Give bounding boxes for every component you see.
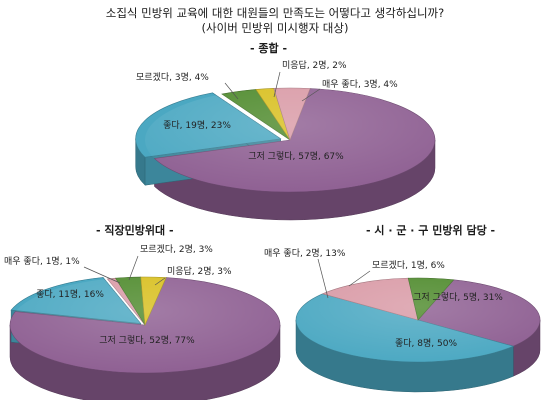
data-label-neutral: 그저 그렇다, 52명, 77% — [99, 335, 195, 346]
pie-chart-0: 그저 그렇다, 57명, 67% 좋다, 19명, 23% 모르겠다, 3명, 4%… — [135, 59, 436, 221]
data-label-no-answer: 미응답, 2명, 3% — [167, 265, 232, 277]
leader-line — [317, 258, 329, 299]
chart-title-workplace: - 직장민방위대 - — [96, 224, 174, 237]
chart-title-total: - 종합 - — [250, 42, 288, 55]
leader-line — [224, 82, 239, 100]
leader-line — [128, 255, 139, 281]
chart-title-local: - 시 · 군 · 구 민방위 담당 - — [366, 224, 496, 237]
leader-line — [348, 270, 371, 287]
page-subtitle: (사이버 민방위 미시행자 대상) — [201, 21, 349, 35]
data-label-neutral: 그저 그렇다, 5명, 31% — [413, 292, 503, 303]
data-label-good: 좋다, 19명, 23% — [163, 120, 231, 131]
data-label-good: 좋다, 11명, 16% — [36, 289, 104, 300]
data-label-dont-know: 모르겠다, 2명, 3% — [140, 244, 213, 255]
pie-chart-1: 그저 그렇다, 52명, 77% 좋다, 11명, 16% 매우 좋다, 1명, 1… — [4, 244, 281, 400]
leader-line — [154, 277, 166, 286]
pie-chart-2: 그저 그렇다, 5명, 31% 좋다, 8명, 50% 매우 좋다, 2명, 13%… — [264, 248, 541, 393]
page-title: 소집식 민방위 교육에 대한 대원들의 만족도는 어떻다고 생각하십니까? — [105, 6, 445, 20]
leader-line — [301, 88, 321, 102]
data-label-dont-know: 모르겠다, 1명, 6% — [372, 260, 445, 271]
leader-line — [273, 71, 281, 98]
data-label-neutral: 그저 그렇다, 57명, 67% — [248, 151, 344, 162]
data-label-very-good: 매우 좋다, 1명, 1% — [4, 256, 80, 267]
data-label-very-good: 매우 좋다, 3명, 4% — [322, 79, 398, 90]
data-label-very-good: 매우 좋다, 2명, 13% — [264, 248, 346, 259]
data-label-no-answer: 미응답, 2명, 2% — [282, 59, 347, 71]
leader-line — [83, 266, 121, 284]
data-label-dont-know: 모르겠다, 3명, 4% — [136, 72, 209, 83]
data-label-good: 좋다, 8명, 50% — [395, 338, 457, 349]
